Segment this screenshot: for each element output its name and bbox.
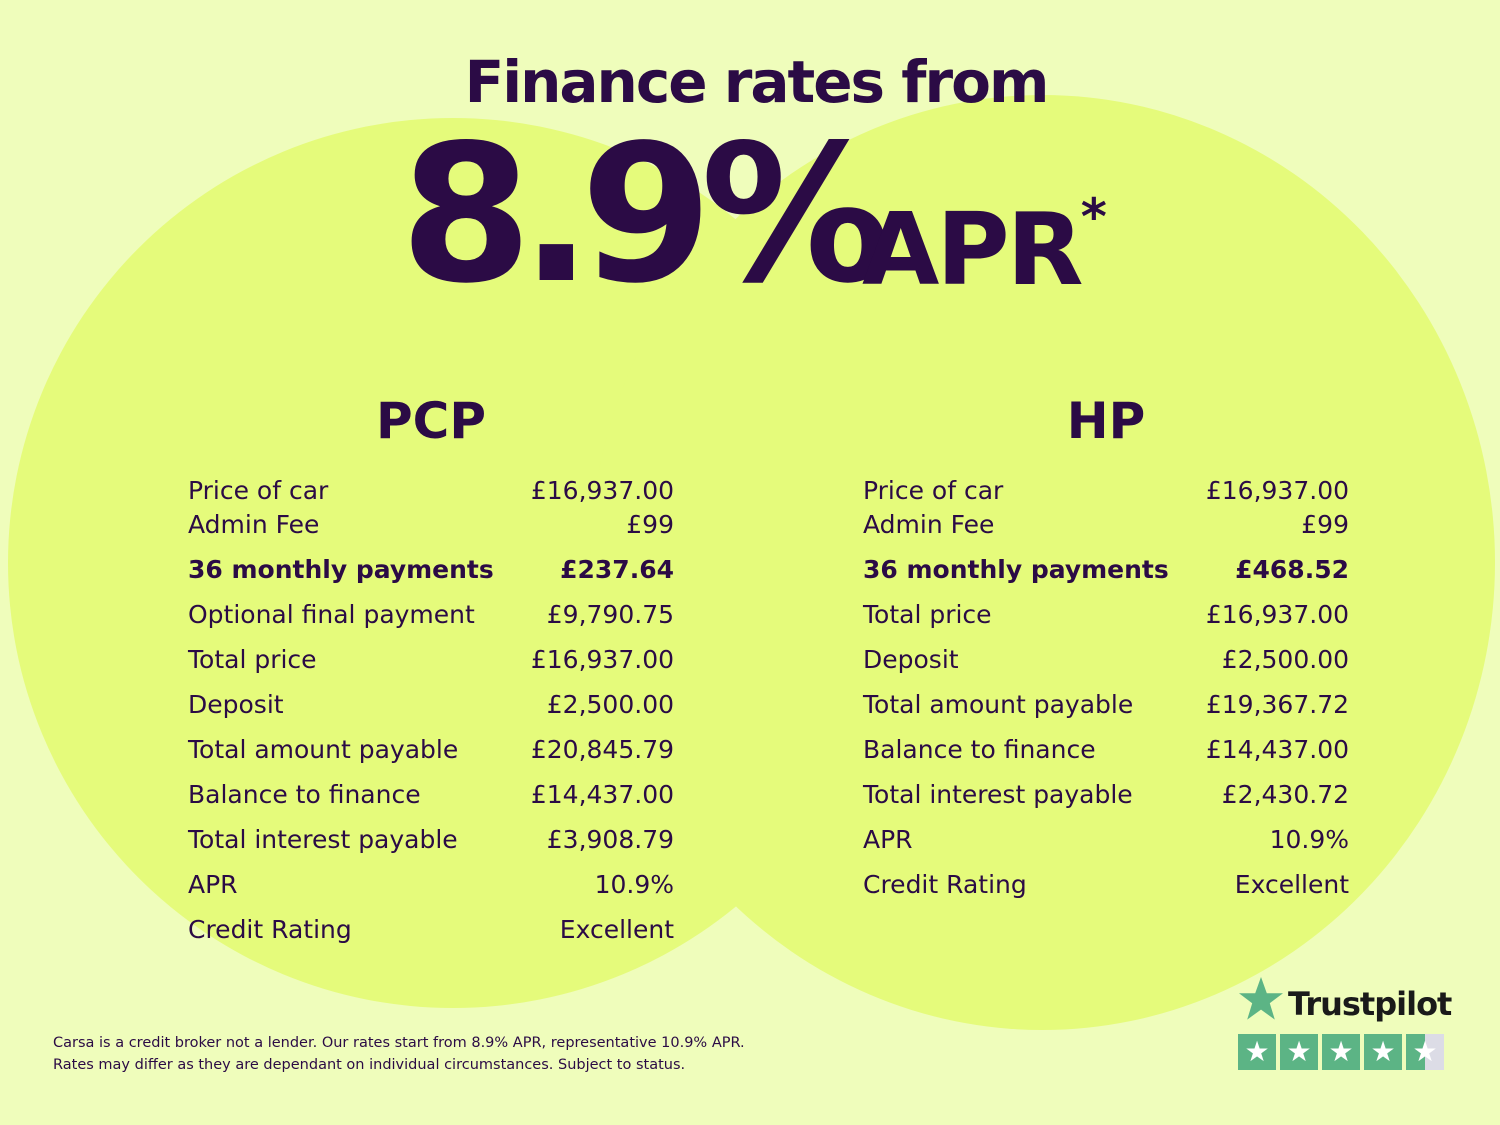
row-value: Excellent: [559, 915, 674, 944]
table-row: Price of car £16,937.00: [863, 476, 1349, 506]
headline-apr: APR*: [862, 192, 1107, 300]
trustpilot-star-icon: [1239, 977, 1283, 1020]
trustpilot-name: Trustpilot: [1288, 985, 1452, 1023]
table-row: APR 10.9%: [188, 870, 674, 900]
row-value: £19,367.72: [1205, 690, 1349, 719]
row-label: Total price: [863, 600, 992, 629]
headline-rate: 8.9%: [400, 104, 891, 325]
row-value: £14,437.00: [530, 780, 674, 809]
table-row: Total price £16,937.00: [863, 600, 1349, 630]
star-icon: ★: [1322, 1034, 1360, 1070]
row-value: £468.52: [1235, 555, 1349, 584]
row-label: Credit Rating: [188, 915, 352, 944]
table-row: Balance to finance £14,437.00: [188, 780, 674, 810]
row-value: £99: [626, 510, 674, 539]
table-row: Credit Rating Excellent: [863, 870, 1349, 900]
table-row: Deposit £2,500.00: [188, 690, 674, 720]
background-circle-right: [590, 95, 1495, 1030]
table-row: Total amount payable £20,845.79: [188, 735, 674, 765]
row-label: Price of car: [863, 476, 1004, 505]
table-row: Total interest payable £2,430.72: [863, 780, 1349, 810]
disclaimer-line-2: Rates may differ as they are dependant o…: [53, 1057, 686, 1073]
row-value: £2,500.00: [1221, 645, 1349, 674]
star-icon: ★: [1364, 1034, 1402, 1070]
row-value: 10.9%: [1269, 825, 1349, 854]
row-value: £16,937.00: [530, 645, 674, 674]
star-icon: ★: [1238, 1034, 1276, 1070]
row-label: Balance to finance: [863, 735, 1096, 764]
disclaimer-line-1: Carsa is a credit broker not a lender. O…: [53, 1035, 745, 1051]
disclaimer: Carsa is a credit broker not a lender. O…: [53, 1032, 745, 1076]
row-label: APR: [863, 825, 913, 854]
row-value: Excellent: [1234, 870, 1349, 899]
row-label: Total interest payable: [863, 780, 1133, 809]
row-label: Deposit: [863, 645, 959, 674]
row-value: £99: [1301, 510, 1349, 539]
row-label: Total amount payable: [863, 690, 1134, 719]
row-label: APR: [188, 870, 238, 899]
table-row: Optional final payment £9,790.75: [188, 600, 674, 630]
pcp-title: PCP: [376, 392, 486, 450]
table-row: Total price £16,937.00: [188, 645, 674, 675]
row-value: 10.9%: [594, 870, 674, 899]
row-label: Balance to finance: [188, 780, 421, 809]
table-row: 36 monthly payments £237.64: [188, 555, 674, 585]
table-row: Admin Fee £99: [863, 510, 1349, 540]
rating-stars: ★ ★ ★ ★ ★: [1238, 1034, 1444, 1070]
table-row: 36 monthly payments £468.52: [863, 555, 1349, 585]
row-label: Price of car: [188, 476, 329, 505]
row-label: Admin Fee: [863, 510, 995, 539]
row-label: Credit Rating: [863, 870, 1027, 899]
headline: Finance rates from: [464, 48, 1050, 116]
row-label: Optional final payment: [188, 600, 475, 629]
table-row: Balance to finance £14,437.00: [863, 735, 1349, 765]
row-value: £16,937.00: [1205, 476, 1349, 505]
asterisk: *: [1080, 188, 1107, 246]
row-label: 36 monthly payments: [188, 555, 494, 584]
table-row: Price of car £16,937.00: [188, 476, 674, 506]
star-icon: ★: [1280, 1034, 1318, 1070]
table-row: Deposit £2,500.00: [863, 645, 1349, 675]
row-label: Deposit: [188, 690, 284, 719]
row-value: £16,937.00: [530, 476, 674, 505]
row-value: £2,430.72: [1221, 780, 1349, 809]
table-row: Credit Rating Excellent: [188, 915, 674, 945]
row-value: £237.64: [560, 555, 674, 584]
row-label: Total price: [188, 645, 317, 674]
row-value: £9,790.75: [546, 600, 674, 629]
half-star-icon: ★: [1406, 1034, 1444, 1070]
table-row: Total interest payable £3,908.79: [188, 825, 674, 855]
row-label: Total interest payable: [188, 825, 458, 854]
row-label: Admin Fee: [188, 510, 320, 539]
row-value: £14,437.00: [1205, 735, 1349, 764]
table-row: Admin Fee £99: [188, 510, 674, 540]
row-value: £16,937.00: [1205, 600, 1349, 629]
row-value: £3,908.79: [546, 825, 674, 854]
hp-title: HP: [1066, 392, 1146, 450]
row-value: £2,500.00: [546, 690, 674, 719]
table-row: Total amount payable £19,367.72: [863, 690, 1349, 720]
apr-label: APR: [862, 191, 1084, 308]
row-label: Total amount payable: [188, 735, 459, 764]
row-label: 36 monthly payments: [863, 555, 1169, 584]
row-value: £20,845.79: [530, 735, 674, 764]
table-row: APR 10.9%: [863, 825, 1349, 855]
